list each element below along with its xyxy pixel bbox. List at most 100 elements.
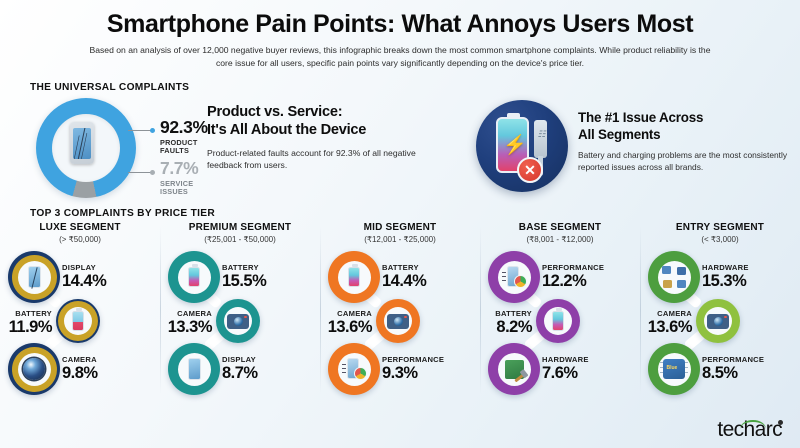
complaint-percentage: 14.4% (62, 272, 107, 290)
complaint-percentage: 8.7% (222, 364, 258, 382)
tier-name: BASE SEGMENT (518, 222, 602, 233)
complaint-label-display: DISPLAY 8.7% (222, 355, 258, 382)
product-vs-service-body: Product-related faults account for 92.3%… (207, 147, 416, 170)
complaint-node-performance (328, 343, 380, 395)
page-subtitle: Based on an analysis of over 12,000 nega… (89, 45, 711, 69)
complaint-label-battery: BATTERY 8.2% (446, 309, 532, 336)
complaint-name: BATTERY (382, 263, 419, 272)
complaint-percentage: 9.3% (382, 364, 418, 382)
complaint-name: CAMERA (62, 355, 97, 364)
tier-name: LUXE SEGMENT (39, 222, 121, 233)
logo-arc-icon (740, 420, 766, 429)
complaint-label-display: DISPLAY 14.4% (62, 263, 107, 290)
complaint-percentage: 13.6% (327, 318, 373, 336)
complaint-percentage: 14.4% (382, 272, 427, 290)
complaint-label-hardware: HARDWARE 7.6% (542, 355, 589, 382)
leader-line-service (128, 172, 152, 173)
usb-cable-icon: ☷ (534, 120, 547, 176)
number-one-issue-body: Battery and charging problems are the mo… (578, 150, 788, 173)
number-one-issue-block: The #1 Issue Across All Segments Battery… (578, 110, 790, 174)
tier-column-mid-segment: MID SEGMENT (₹12,001 - ₹25,000) BATTERY 14.… (320, 222, 480, 422)
tier-column-base-segment: BASE SEGMENT (₹8,001 - ₹12,000) PERFORMANC… (480, 222, 640, 422)
product-faults-value: 92.3% (160, 117, 208, 137)
battery-charging-error-icon: ⚡ ☷ ✕ (476, 100, 568, 192)
tier-name: MID SEGMENT (363, 222, 437, 233)
complaint-label-battery: BATTERY 14.4% (382, 263, 427, 290)
tier-name: ENTRY SEGMENT (675, 222, 765, 233)
universal-complaints-row: 92.3% PRODUCT FAULTS 7.7% SERVICE ISSUES… (0, 96, 800, 200)
tier-node-chain: BATTERY 14.4% CAMERA 13.6% PERFORMANCE 9.3% (320, 251, 480, 403)
tier-price-range: (< ₹3,000) (701, 235, 739, 244)
complaint-node-battery (56, 299, 100, 343)
camera-icon (224, 307, 252, 335)
techarc-logo: techarc (717, 418, 783, 442)
phone-display-icon (177, 352, 211, 386)
complaint-name: DISPLAY (62, 263, 96, 272)
tier-column-premium-segment: PREMIUM SEGMENT (₹25,001 - ₹50,000) BATTER… (160, 222, 320, 422)
leader-dot-product (150, 128, 155, 133)
tier-name: PREMIUM SEGMENT (188, 222, 292, 233)
complaint-node-display (168, 343, 220, 395)
complaint-label-performance: PERFORMANCE 8.5% (702, 355, 764, 382)
stat-service-issues: 7.7% SERVICE ISSUES (160, 158, 199, 197)
service-issues-label: SERVICE ISSUES (160, 178, 194, 197)
complaint-name: BATTERY (495, 309, 532, 318)
logo-dot-icon (778, 420, 783, 425)
complaint-percentage: 11.9% (8, 318, 53, 336)
complaint-node-performance (488, 251, 540, 303)
leader-dot-service (150, 170, 155, 175)
complaint-node-camera (696, 299, 740, 343)
complaint-name: CAMERA (337, 309, 372, 318)
camera-lens-icon (17, 352, 51, 386)
circuit-hammer-icon (497, 352, 531, 386)
complaint-name: CAMERA (657, 309, 692, 318)
complaint-name: BATTERY (15, 309, 52, 318)
complaint-label-performance: PERFORMANCE 9.3% (382, 355, 444, 382)
tier-price-range: (> ₹50,000) (59, 235, 101, 244)
battery-charging-icon (177, 260, 211, 294)
complaint-percentage: 12.2% (542, 272, 587, 290)
service-issues-value: 7.7% (160, 158, 199, 178)
number-one-issue-heading: The #1 Issue Across All Segments (578, 110, 704, 142)
page-title: Smartphone Pain Points: What Annoys User… (106, 10, 694, 38)
complaint-percentage: 8.5% (702, 364, 738, 382)
stat-product-faults: 92.3% PRODUCT FAULTS (160, 117, 208, 156)
product-faults-label: PRODUCT FAULTS (160, 137, 198, 156)
complaint-name: HARDWARE (542, 355, 589, 364)
lightning-bolt-icon: ⚡ (503, 135, 527, 156)
tier-column-entry-segment: ENTRY SEGMENT (< ₹3,000) HARDWARE 15.3% CAME… (640, 222, 800, 422)
complaint-name: CAMERA (177, 309, 212, 318)
leader-line-product (128, 130, 152, 131)
tier-price-range: (₹25,001 - ₹50,000) (204, 235, 276, 244)
complaint-percentage: 8.2% (496, 318, 532, 336)
techarc-logo-text: techarc (717, 418, 782, 441)
complaint-name: HARDWARE (702, 263, 749, 272)
error-x-icon: ✕ (517, 157, 543, 183)
tier-column-luxe-segment: LUXE SEGMENT (> ₹50,000) DISPLAY 14.4% BATTE… (0, 222, 160, 422)
complaint-name: DISPLAY (222, 355, 256, 364)
complaint-percentage: 13.6% (647, 318, 693, 336)
product-service-donut-chart (32, 98, 148, 198)
complaint-node-display (8, 251, 60, 303)
complaint-label-performance: PERFORMANCE 12.2% (542, 263, 604, 290)
complaint-node-battery (328, 251, 380, 303)
tier-node-chain: BATTERY 15.5% CAMERA 13.3% DISPLAY 8.7% (160, 251, 320, 403)
complaint-name: PERFORMANCE (542, 263, 605, 272)
components-icon (657, 260, 691, 294)
complaint-percentage: 13.3% (167, 318, 213, 336)
complaint-percentage: 15.5% (222, 272, 267, 290)
complaint-percentage: 7.6% (542, 364, 578, 382)
complaint-label-camera: CAMERA 13.3% (126, 309, 213, 336)
performance-gauge-icon (497, 260, 531, 294)
chip-icon (657, 352, 691, 386)
complaint-node-camera (8, 343, 60, 395)
complaint-percentage: 15.3% (702, 272, 747, 290)
complaint-label-camera: CAMERA 13.6% (606, 309, 693, 336)
complaint-node-hardware (488, 343, 540, 395)
complaint-node-battery (536, 299, 580, 343)
complaint-node-camera (216, 299, 260, 343)
universal-section-heading: THE UNIVERSAL COMPLAINTS (30, 82, 190, 93)
complaint-label-hardware: HARDWARE 15.3% (702, 263, 749, 290)
camera-icon (384, 307, 412, 335)
